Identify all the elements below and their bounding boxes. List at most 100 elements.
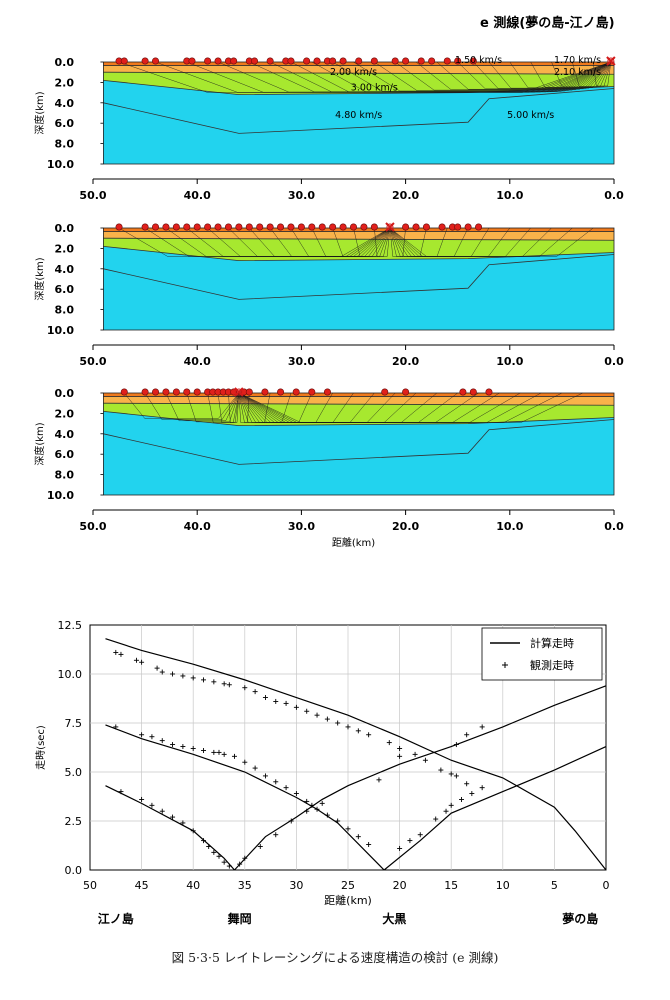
observed-time-point	[257, 843, 263, 849]
calculated-time-line	[234, 685, 607, 871]
distance-tick-label: 10.0	[496, 189, 523, 202]
time-x-tick-label: 10	[496, 879, 510, 892]
layer-2	[103, 231, 615, 241]
receiver-station	[287, 223, 295, 231]
shot-ring	[607, 57, 615, 65]
observed-time-point	[345, 724, 351, 730]
observed-time-point	[438, 767, 444, 773]
observed-time-point	[376, 777, 382, 783]
receiver-station	[245, 388, 253, 396]
observed-time-point	[221, 681, 227, 687]
depth-tick-label: 8.0	[55, 469, 75, 482]
observed-time-point	[262, 773, 268, 779]
layer-boundary-2	[103, 71, 615, 75]
time-x-tick-label: 25	[341, 879, 355, 892]
observed-time-point	[464, 732, 470, 738]
observed-time-point	[273, 832, 279, 838]
receiver-station	[329, 57, 337, 65]
distance-tick-label: 40.0	[184, 520, 211, 533]
observed-time-point	[262, 695, 268, 701]
receiver-station	[469, 57, 477, 65]
receiver-station	[381, 388, 389, 396]
observed-time-point	[314, 806, 320, 812]
place-label: 舞岡	[227, 911, 252, 926]
time-y-tick-label: 2.5	[65, 815, 83, 828]
layer-boundary-4	[103, 419, 615, 465]
observed-time-point	[293, 704, 299, 710]
observed-time-point	[139, 732, 145, 738]
observed-time-point	[412, 751, 418, 757]
receiver-station	[152, 57, 160, 65]
depth-tick-label: 4.0	[55, 263, 75, 276]
observed-time-point	[242, 759, 248, 765]
receiver-station	[235, 223, 243, 231]
receiver-station	[188, 57, 196, 65]
receiver-station	[402, 57, 410, 65]
layer-3	[103, 403, 615, 426]
ray-path	[551, 61, 612, 88]
observed-time-point	[283, 785, 289, 791]
receiver-station	[417, 57, 425, 65]
observed-time-point	[159, 669, 165, 675]
receiver-station	[141, 223, 149, 231]
receiver-station	[485, 388, 493, 396]
observed-time-point	[170, 742, 176, 748]
receiver-station	[438, 223, 446, 231]
shot-point-marker	[385, 222, 395, 232]
observed-time-point	[397, 753, 403, 759]
depth-tick-label: 10.0	[47, 324, 74, 337]
receiver-station	[193, 223, 201, 231]
receiver-station	[402, 223, 410, 231]
depth-tick-label: 4.0	[55, 428, 75, 441]
receiver-station	[303, 57, 311, 65]
receiver-station	[370, 57, 378, 65]
ray-path	[395, 61, 612, 91]
ray-path	[353, 227, 391, 257]
receiver-station	[266, 57, 274, 65]
distance-axis-label: 距離(km)	[332, 536, 375, 549]
receiver-station	[251, 57, 259, 65]
ray-path	[228, 392, 240, 423]
depth-tick-label: 8.0	[55, 304, 75, 317]
distance-tick-label: 30.0	[288, 189, 315, 202]
observed-time-point	[149, 734, 155, 740]
receiver-station	[308, 223, 316, 231]
observed-time-point	[206, 843, 212, 849]
depth-tick-label: 10.0	[47, 489, 74, 502]
receiver-station	[277, 388, 285, 396]
layer-boundary-2	[103, 402, 615, 406]
depth-axis-label: 深度(km)	[33, 257, 46, 300]
calculated-time-line	[105, 638, 607, 871]
time-y-tick-label: 12.5	[58, 619, 83, 632]
receiver-station	[329, 223, 337, 231]
observed-time-point	[304, 708, 310, 714]
receiver-station	[152, 223, 160, 231]
distance-tick-label: 40.0	[184, 189, 211, 202]
observed-time-point	[417, 832, 423, 838]
observed-time-point	[397, 745, 403, 751]
velocity-label: 1.70 km/s	[554, 55, 601, 66]
depth-tick-label: 8.0	[55, 138, 75, 151]
receiver-station	[292, 388, 300, 396]
receiver-station	[469, 388, 477, 396]
ray-path	[509, 61, 612, 88]
observed-time-point	[459, 796, 465, 802]
section-panel-3: 0.0 2.0 4.0 6.0 8.0 10.0 深度(km) 50.0 40.0 30.0 20.…	[33, 387, 624, 549]
legend-calc-label: 計算走時	[530, 636, 574, 650]
receiver-station	[287, 57, 295, 65]
distance-tick-label: 0.0	[604, 355, 624, 368]
receiver-station	[370, 223, 378, 231]
ray-path	[488, 61, 612, 89]
receiver-station	[120, 388, 128, 396]
receiver-station	[339, 223, 347, 231]
velocity-label: 1.50 km/s	[455, 55, 502, 66]
observed-time-point	[211, 849, 217, 855]
receiver-station	[422, 223, 430, 231]
observed-time-point	[159, 738, 165, 744]
observed-time-point	[366, 732, 372, 738]
observed-time-point	[133, 657, 139, 663]
legend-box	[481, 627, 603, 681]
time-y-tick-label: 10.0	[58, 668, 83, 681]
observed-time-point	[355, 728, 361, 734]
ray-path	[374, 61, 612, 91]
